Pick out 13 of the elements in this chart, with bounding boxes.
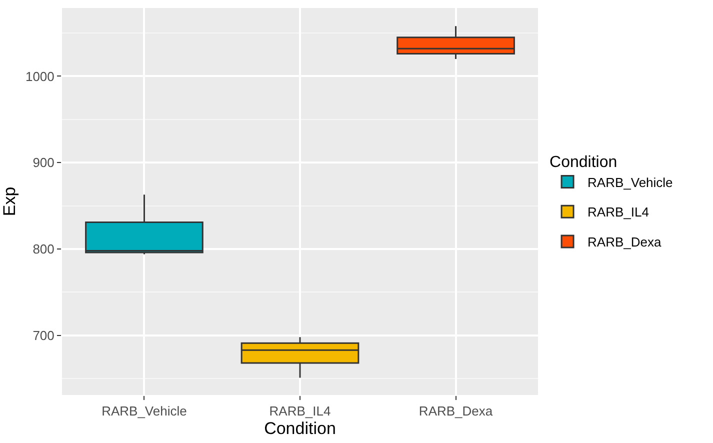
y-tick-label: 800 xyxy=(32,242,54,257)
legend-label: RARB_Dexa xyxy=(588,234,662,250)
y-axis-title: Exp xyxy=(0,186,19,216)
x-tick-label: RARB_Vehicle xyxy=(102,404,187,419)
legend-label: RARB_Vehicle xyxy=(588,174,673,190)
legend-label: RARB_IL4 xyxy=(588,204,649,220)
legend-title: Condition xyxy=(550,154,618,171)
x-tick-label: RARB_IL4 xyxy=(269,404,331,419)
y-tick-label: 1000 xyxy=(25,68,54,84)
x-axis-title: Condition xyxy=(264,419,336,438)
y-tick-label: 900 xyxy=(32,155,54,170)
x-tick-label: RARB_Dexa xyxy=(418,404,494,419)
y-tick-label: 700 xyxy=(32,328,54,343)
